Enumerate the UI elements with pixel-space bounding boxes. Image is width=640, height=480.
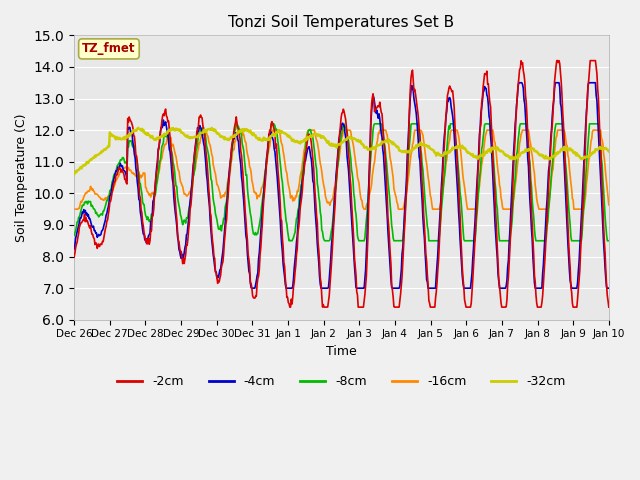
Y-axis label: Soil Temperature (C): Soil Temperature (C) [15, 113, 28, 242]
X-axis label: Time: Time [326, 345, 357, 358]
Title: Tonzi Soil Temperatures Set B: Tonzi Soil Temperatures Set B [228, 15, 454, 30]
Text: TZ_fmet: TZ_fmet [82, 42, 136, 55]
Legend: -2cm, -4cm, -8cm, -16cm, -32cm: -2cm, -4cm, -8cm, -16cm, -32cm [112, 370, 571, 393]
